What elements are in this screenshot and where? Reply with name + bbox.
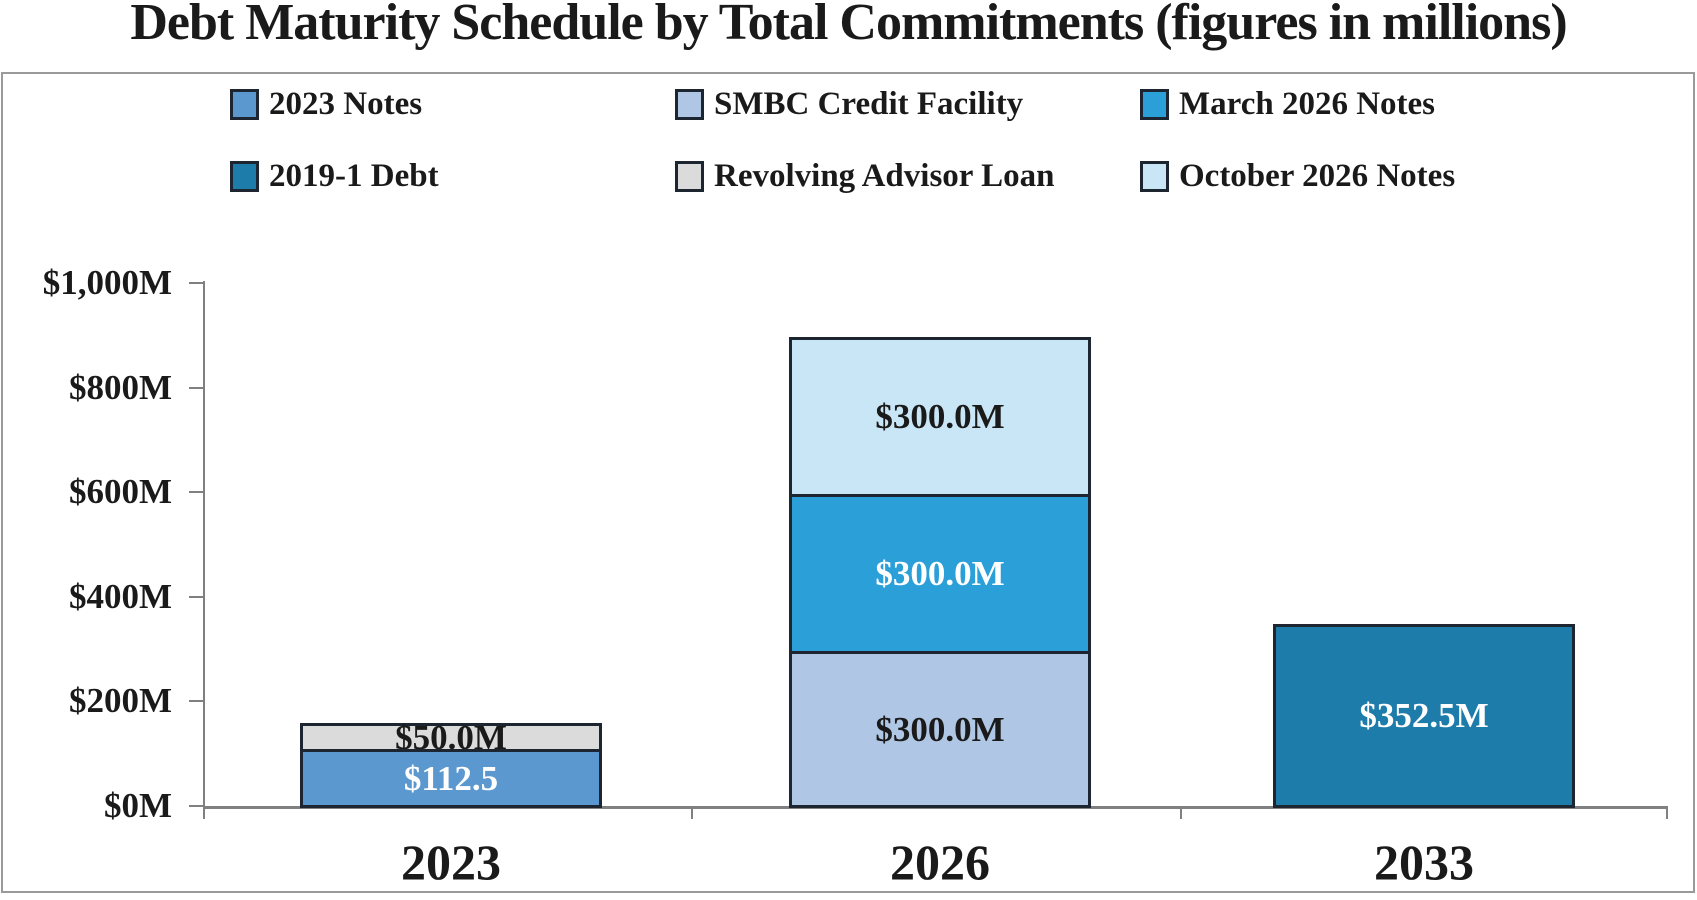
legend-item-label: 2023 Notes [269, 86, 423, 122]
y-axis-tick-label: $600M [68, 472, 172, 512]
bar-2023: $112.5 $50.0M [300, 718, 602, 808]
legend-item: Revolving Advisor Loan [675, 159, 1054, 193]
legend-item-label: SMBC Credit Facility [714, 86, 1024, 122]
legend-swatch [1140, 160, 1169, 192]
legend-swatch [230, 160, 259, 192]
x-axis-tick [1180, 807, 1182, 819]
bar-segment: $50.0M [300, 718, 602, 757]
bar-segment: $300.0M [789, 651, 1091, 808]
legend-item-label: Revolving Advisor Loan [714, 158, 1055, 194]
y-axis-line [203, 281, 205, 809]
legend-item-label: October 2026 Notes [1179, 158, 1456, 194]
legend-item: 2019-1 Debt [230, 159, 439, 193]
y-axis-tick-label: $1,000M [42, 263, 172, 302]
legend-item: 2023 Notes [230, 87, 422, 121]
y-axis-tick-label: $200M [68, 681, 172, 721]
x-axis-category-label: 2033 [1374, 834, 1474, 890]
y-axis-tick [189, 700, 204, 703]
bar-segment-label: $300.0M [875, 554, 1005, 593]
y-axis-tick-label: $400M [68, 576, 172, 616]
legend-swatch [675, 160, 704, 192]
bar-segment-label: $300.0M [875, 709, 1005, 749]
bar-2026: $300.0M $300.0M $300.0M [789, 337, 1091, 808]
chart-title: Debt Maturity Schedule by Total Commitme… [130, 0, 1567, 51]
y-axis-tick-label: $0M [103, 786, 172, 825]
x-axis-tick [203, 807, 205, 819]
y-axis-tick [189, 805, 204, 807]
y-axis-tick [189, 491, 204, 494]
x-axis-tick [691, 807, 693, 819]
y-axis-tick-label: $800M [68, 367, 172, 407]
legend-item: October 2026 Notes [1140, 159, 1455, 193]
y-axis-tick [189, 282, 204, 284]
y-axis-tick [189, 386, 204, 389]
bar-segment: $300.0M [789, 494, 1091, 654]
bar-segment: $112.5 [300, 749, 602, 808]
bar-2033: $352.5M [1273, 624, 1575, 808]
bar-segment-label: $112.5 [403, 758, 499, 798]
legend-swatch [230, 88, 259, 120]
legend-item: SMBC Credit Facility [675, 87, 1023, 121]
legend-swatch [1140, 88, 1169, 120]
x-axis-category-label: 2023 [401, 834, 501, 890]
bar-segment-label: $300.0M [875, 397, 1005, 436]
x-axis-category-label: 2026 [890, 834, 990, 890]
bar-segment-label: $352.5M [1359, 696, 1489, 735]
x-axis-tick [1666, 807, 1668, 819]
legend-item-label: 2019-1 Debt [269, 158, 439, 194]
legend-item-label: March 2026 Notes [1179, 86, 1436, 122]
bar-segment: $352.5M [1273, 624, 1575, 808]
y-axis-tick [189, 595, 204, 598]
legend-swatch [675, 88, 704, 120]
bar-segment: $300.0M [789, 337, 1091, 497]
legend-item: March 2026 Notes [1140, 87, 1435, 121]
